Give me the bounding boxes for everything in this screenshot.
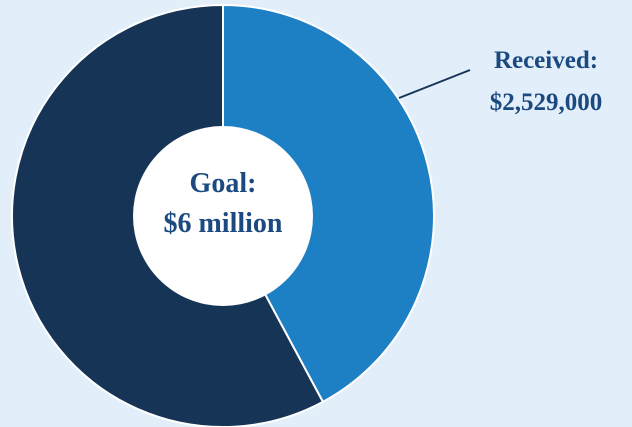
center-label-goal: Goal: xyxy=(190,168,257,199)
callout-label-received-value: $2,529,000 xyxy=(490,89,603,116)
center-label-amount: $6 million xyxy=(163,208,282,239)
callout-label-received: Received: xyxy=(494,47,598,74)
callout-leader-line xyxy=(398,69,471,99)
slice-received xyxy=(222,3,435,404)
center-hole xyxy=(133,126,313,306)
